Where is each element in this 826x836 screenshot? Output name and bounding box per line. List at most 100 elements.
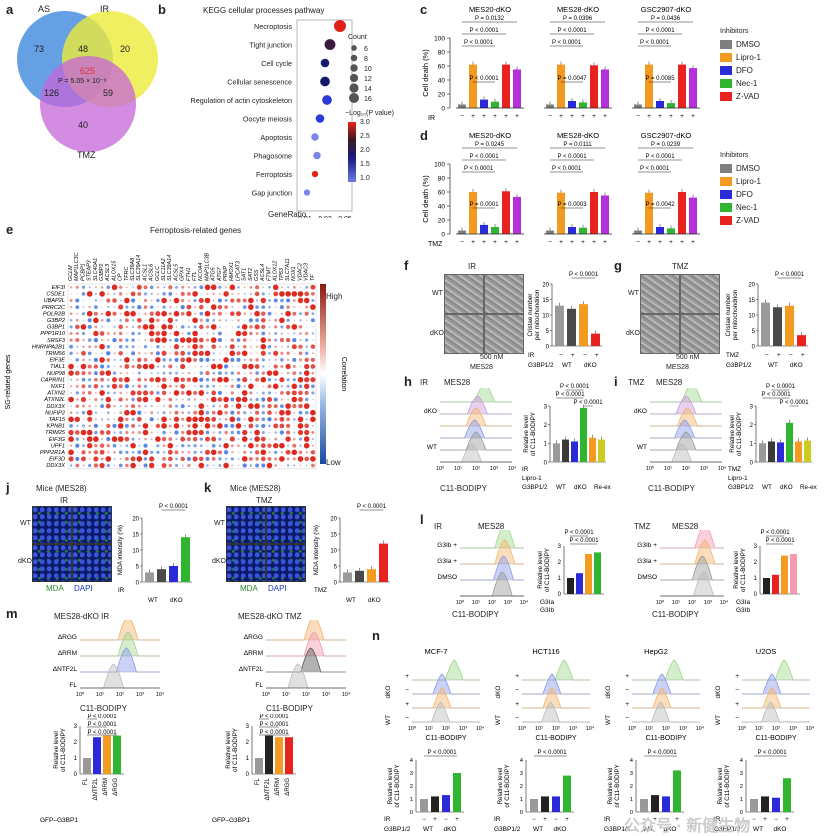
heatmap-cell	[299, 444, 302, 447]
heatmap-cell	[181, 464, 184, 467]
group-title: GSC2907-dKO	[641, 5, 692, 14]
heatmap-cell	[131, 404, 136, 409]
n-cell-title: U2OS	[756, 647, 776, 656]
bar	[145, 572, 154, 582]
panel-label-f: f	[404, 258, 409, 273]
heatmap-cell	[199, 437, 203, 441]
treat-sign: +	[592, 113, 596, 120]
heatmap-cell	[125, 338, 129, 342]
heatmap-cell	[119, 365, 122, 368]
heatmap-cell	[68, 456, 74, 462]
heatmap-cell	[268, 431, 271, 434]
panel-label-i: i	[614, 374, 618, 389]
heatmap-col-label: MAP1LC3C	[74, 252, 80, 281]
heatmap-cell	[161, 324, 167, 330]
heatmap-cell	[99, 449, 105, 455]
heatmap-cell	[255, 424, 259, 428]
heatmap-cell	[249, 285, 253, 289]
heatmap-cell	[95, 352, 97, 355]
f-micro-dko-minus	[444, 314, 484, 354]
heatmap-cell	[70, 391, 73, 394]
heatmap-cell	[225, 319, 228, 322]
heatmap-cell	[204, 297, 211, 304]
heatmap-cell	[192, 423, 198, 429]
bar	[502, 191, 510, 234]
heatmap-cell	[218, 418, 222, 421]
venn-label-tmz: TMZ	[77, 150, 96, 160]
heatmap-cell	[223, 364, 229, 369]
heatmap-cell	[230, 457, 234, 461]
heatmap-cell	[217, 311, 222, 316]
heatmap-cell	[151, 425, 153, 427]
y-tick-label: 0	[410, 810, 413, 816]
heatmap-cell	[143, 378, 148, 382]
heatmap-cell	[279, 377, 285, 383]
heatmap-cell	[218, 457, 222, 461]
heatmap-legend-high: High	[326, 292, 343, 301]
heatmap-cell	[242, 330, 248, 337]
y-tick-label: 3	[558, 544, 562, 550]
heatmap-cell	[68, 449, 74, 456]
heatmap-cell	[311, 391, 315, 395]
heatmap-cell	[286, 351, 290, 355]
k-treat: TMZ	[256, 496, 273, 505]
heatmap-cell	[218, 285, 222, 289]
heatmap-cell	[255, 285, 260, 290]
heatmap-cell	[113, 404, 116, 408]
heatmap-cell	[82, 306, 85, 309]
heatmap-cell	[255, 410, 260, 415]
panel-label-h: h	[404, 374, 412, 389]
y-tick-label: 1	[74, 756, 78, 762]
legend-swatch	[720, 66, 732, 75]
heatmap-cell	[75, 437, 79, 441]
heatmap-cell	[112, 423, 117, 428]
heatmap-cell	[273, 423, 279, 429]
p-value: P < 0.0001	[552, 166, 582, 172]
p-value: P < 0.0001	[464, 166, 494, 172]
p-value: P = 0.0111	[563, 142, 592, 148]
heatmap-cell	[274, 318, 278, 322]
heatmap-cell	[267, 417, 272, 422]
heatmap-cell	[125, 345, 129, 349]
heatmap-cell	[224, 457, 228, 461]
heatmap-cell	[138, 424, 141, 428]
heatmap-cell	[212, 312, 216, 316]
x-geno: WT	[423, 826, 433, 833]
heatmap-cell	[192, 376, 198, 383]
heatmap-cell	[304, 357, 309, 363]
y-tick-label: 80	[438, 176, 446, 183]
heatmap-cell	[198, 462, 205, 469]
histogram-x-tick: 10⁴	[342, 691, 351, 698]
bar	[480, 224, 488, 234]
heatmap-cell	[69, 325, 73, 329]
kegg-row-label: Gap junction	[252, 189, 292, 198]
y-tick-label: 0	[750, 460, 754, 466]
heatmap-cell	[162, 451, 166, 454]
panel-label-k: k	[204, 480, 212, 495]
venn-count-ir: 20	[120, 44, 131, 54]
histogram-curve	[522, 673, 590, 695]
y-tick-label: 3	[74, 724, 78, 730]
x-geno: WT	[556, 484, 566, 491]
heatmap-cell	[94, 305, 98, 309]
heatmap-cell	[179, 337, 186, 343]
y-axis-label: of C11-BODIPY	[394, 764, 401, 807]
treat-sign: +	[647, 239, 651, 246]
heatmap-cell	[155, 436, 161, 442]
y-tick-label: 20	[542, 282, 549, 288]
histogram-curve	[660, 571, 724, 597]
heatmap-cell	[199, 450, 203, 454]
heatmap-cell	[186, 377, 192, 382]
bar	[768, 441, 775, 462]
histogram-curve	[660, 555, 724, 581]
heatmap-cell	[86, 409, 93, 416]
heatmap-col-label: ACSL5	[173, 263, 179, 282]
heatmap-cell	[297, 297, 304, 304]
heatmap-cell	[70, 359, 72, 361]
histogram-x-tick: 10²	[772, 726, 780, 732]
heatmap-cell	[199, 311, 204, 316]
heatmap-cell	[267, 377, 272, 382]
histogram-x-tick: 10³	[504, 600, 512, 606]
heatmap-cell	[138, 438, 141, 441]
